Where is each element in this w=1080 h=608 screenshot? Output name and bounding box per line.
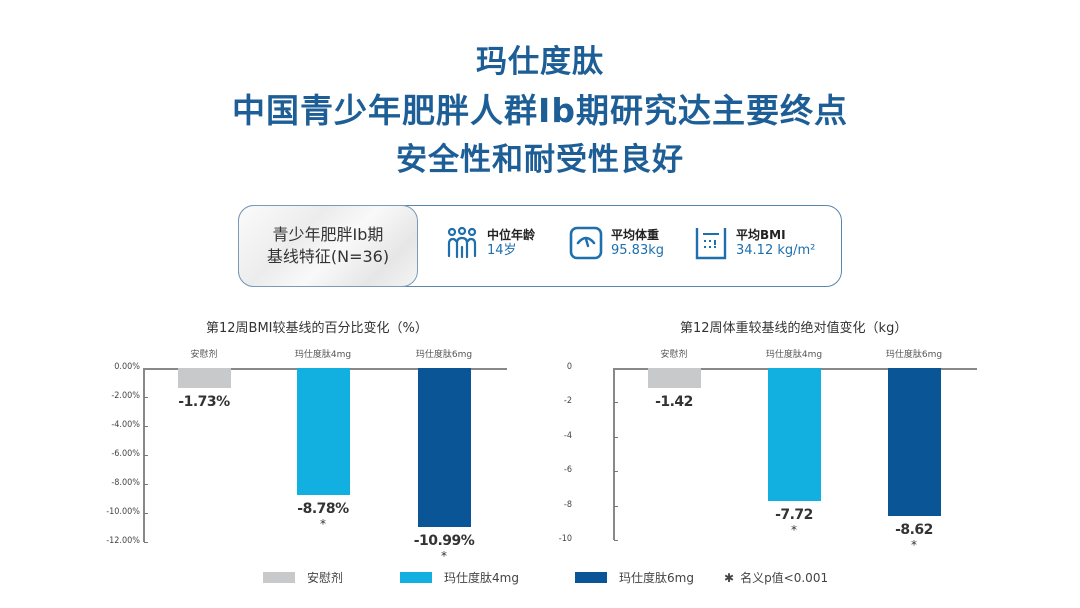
y-tick-label: 0.00% — [114, 362, 140, 372]
y-tick-label: -4 — [563, 430, 572, 441]
y-tick-label: 0 — [566, 362, 572, 372]
data-label: -8.62 — [895, 522, 933, 539]
y-tick-label: -10 — [558, 534, 572, 544]
legend-note-text: 名义p值<0.001 — [740, 571, 829, 585]
title-drug-name: 玛仕度肽 — [476, 44, 604, 80]
baseline-label-line1: 青少年肥胖Ib期 — [272, 225, 384, 244]
bmi-ruler-icon — [695, 228, 727, 260]
legend-swatch-6mg — [575, 572, 607, 583]
bar-6mg — [887, 368, 941, 517]
y-tick-mark — [144, 513, 148, 514]
stat-label: 平均BMI — [736, 227, 786, 242]
y-tick-mark — [614, 402, 618, 404]
category-label: 安慰剂 — [660, 350, 688, 360]
y-tick-mark — [144, 397, 148, 398]
bar-4mg — [767, 368, 821, 501]
y-tick-label: -8.00% — [111, 478, 140, 488]
legend-swatch-4mg — [400, 572, 432, 583]
stat-mean-weight: 平均体重 95.83kg — [569, 226, 664, 260]
legend-6mg: 玛仕度肽6mg — [575, 569, 694, 586]
stat-median-age: 中位年龄 14岁 — [445, 226, 535, 260]
baseline-label: 青少年肥胖Ib期 基线特征(N=36) — [238, 205, 418, 287]
data-label: -7.72 — [775, 506, 813, 523]
category-label: 玛仕度肽6mg — [415, 350, 473, 360]
y-tick-mark — [144, 484, 148, 485]
y-tick-label: -6 — [563, 465, 572, 476]
y-tick-mark — [614, 540, 618, 541]
stat-value: 95.83kg — [611, 242, 664, 258]
bar-placebo — [647, 368, 701, 388]
y-tick-mark — [144, 455, 148, 456]
stat-label: 中位年龄 — [487, 227, 536, 242]
y-tick-label: -2 — [563, 396, 572, 407]
legend-significance-note: ✱ 名义p值<0.001 — [724, 569, 828, 586]
weighing-scale-icon — [569, 226, 603, 260]
legend-label: 玛仕度肽6mg — [619, 571, 694, 585]
stat-value: 14岁 — [487, 242, 517, 258]
data-label: -8.78% — [297, 501, 349, 518]
stat-value: 34.12 kg/m² — [736, 242, 816, 258]
y-tick-label: -12.00% — [106, 536, 140, 546]
chart-weight-title: 第12周体重较基线的绝对值变化（kg） — [680, 321, 908, 336]
baseline-characteristics-panel: 青少年肥胖Ib期 基线特征(N=36) 中位年龄 14岁 平均体重 95.83k… — [238, 205, 842, 287]
category-label: 玛仕度肽4mg — [294, 350, 352, 360]
y-tick-label: -8 — [563, 499, 572, 510]
chart-bmi-title: 第12周BMI较基线的百分比变化（%） — [206, 321, 428, 336]
legend-label: 玛仕度肽4mg — [444, 571, 519, 585]
title-study-result: 中国青少年肥胖人群Ib期研究达主要终点 — [232, 91, 848, 130]
significance-asterisk: * — [791, 522, 797, 537]
y-axis — [143, 368, 145, 542]
y-tick-mark — [144, 426, 148, 427]
significance-asterisk: * — [441, 549, 447, 564]
y-tick-mark — [614, 471, 618, 473]
title-safety: 安全性和耐受性良好 — [396, 142, 684, 178]
y-tick-mark — [144, 542, 148, 543]
baseline-label-line2: 基线特征(N=36) — [266, 247, 390, 266]
significance-asterisk: * — [911, 538, 917, 553]
data-label: -10.99% — [413, 533, 475, 550]
legend-swatch-placebo — [263, 572, 295, 583]
category-label: 玛仕度肽4mg — [765, 350, 823, 360]
y-tick-label: -10.00% — [106, 507, 140, 517]
y-axis — [613, 368, 615, 540]
data-label: -1.42 — [655, 393, 693, 410]
asterisk-icon: ✱ — [724, 570, 735, 585]
bar-6mg — [417, 368, 471, 528]
legend-label: 安慰剂 — [307, 571, 344, 585]
people-group-icon — [447, 226, 477, 259]
category-label: 安慰剂 — [190, 350, 218, 360]
legend-placebo: 安慰剂 — [263, 569, 343, 586]
data-label: -1.73% — [178, 394, 230, 411]
y-tick-mark — [614, 436, 618, 438]
category-label: 玛仕度肽6mg — [885, 350, 943, 360]
y-tick-label: -4.00% — [111, 420, 140, 430]
legend-4mg: 玛仕度肽4mg — [400, 569, 519, 586]
y-tick-label: -2.00% — [111, 391, 140, 401]
bar-placebo — [177, 368, 231, 389]
y-tick-mark — [614, 505, 618, 507]
stat-mean-bmi: 平均BMI 34.12 kg/m² — [694, 226, 815, 260]
stat-label: 平均体重 — [611, 227, 660, 242]
significance-asterisk: * — [320, 517, 326, 532]
y-tick-label: -6.00% — [111, 449, 140, 459]
bar-4mg — [296, 368, 350, 496]
